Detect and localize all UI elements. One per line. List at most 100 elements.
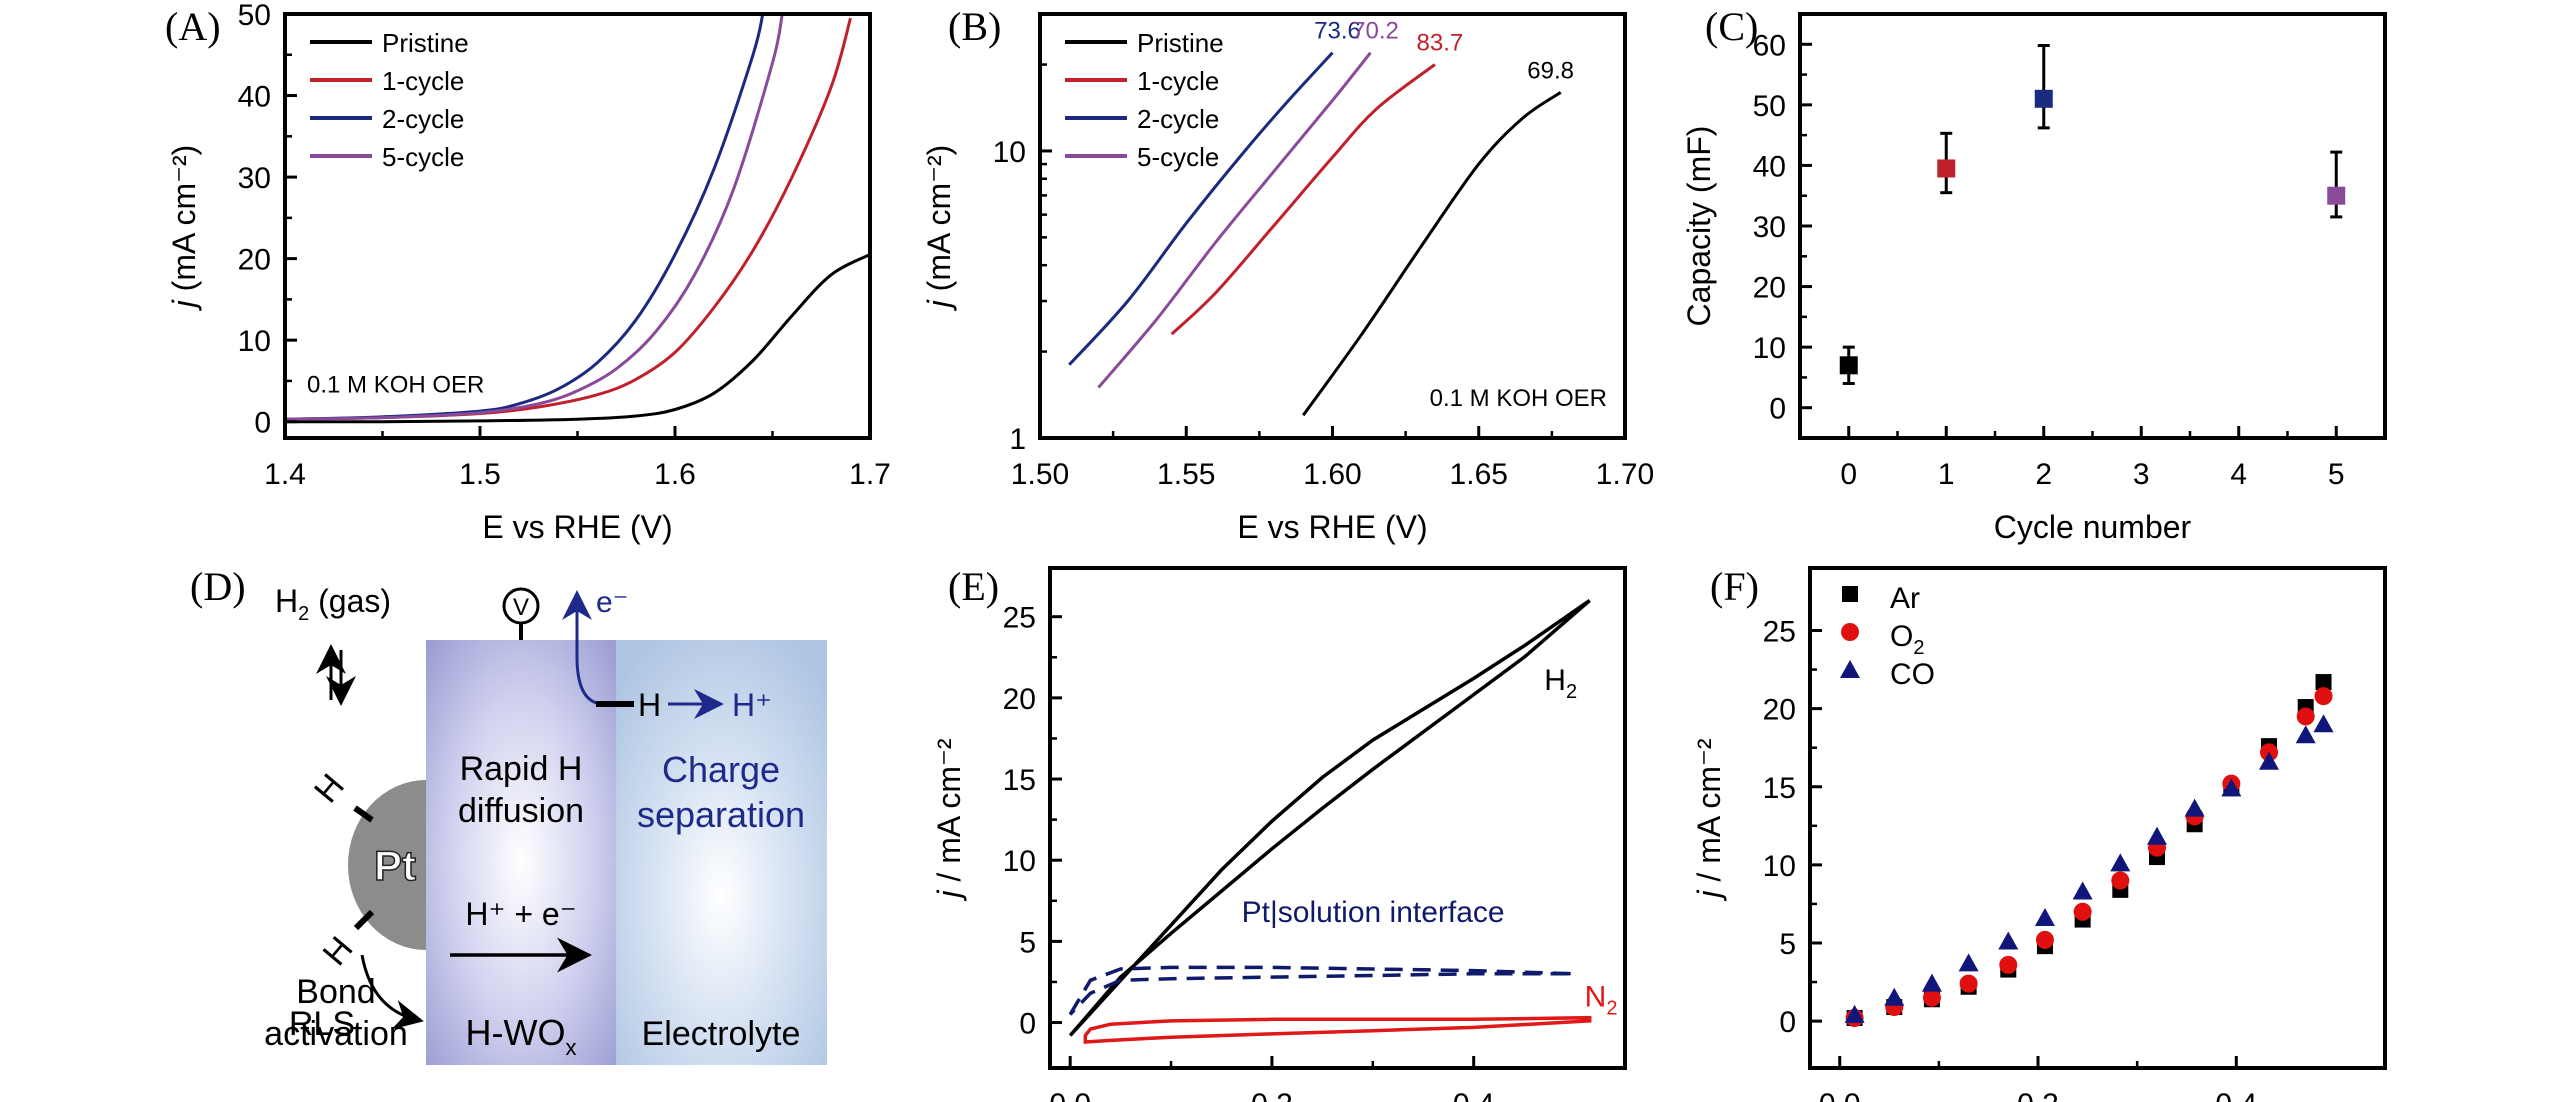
y-tick-label: 10 bbox=[1753, 332, 1786, 365]
rls-arrow bbox=[360, 954, 424, 1030]
x-axis-label: Cycle number bbox=[1994, 509, 2192, 545]
x-tick-label: 1.65 bbox=[1450, 458, 1508, 491]
wox-block bbox=[426, 640, 616, 1065]
x-tick-label: 0 bbox=[1840, 458, 1857, 491]
series-line-5-cycle bbox=[285, 14, 784, 421]
x-tick-label: 1.55 bbox=[1157, 458, 1215, 491]
y-tick-label: 5 bbox=[1779, 928, 1796, 961]
curve-annotation: H2 bbox=[1544, 664, 1577, 703]
tafel-slope-label: 69.8 bbox=[1527, 57, 1574, 84]
x-tick-label: 0.0 bbox=[1819, 1088, 1861, 1102]
curve-annotation: N2 bbox=[1585, 980, 1618, 1019]
electron-label: e⁻ bbox=[596, 586, 629, 619]
x-axis-label: E vs RHE (V) bbox=[1237, 509, 1427, 545]
legend-label: 5-cycle bbox=[382, 142, 464, 172]
panel-label-a: (A) bbox=[165, 4, 221, 49]
tafel-slope-label: 73.6 bbox=[1314, 18, 1361, 45]
curve-annotation: Pt|solution interface bbox=[1242, 896, 1505, 929]
legend-label: Pristine bbox=[382, 28, 469, 58]
y-tick-label: 25 bbox=[1763, 616, 1796, 649]
y-tick-label: 0 bbox=[1019, 1008, 1036, 1041]
surface-h-label: H bbox=[638, 687, 661, 723]
pt-h-bond-top bbox=[353, 805, 374, 823]
x-axis-label: E vs RHE (V) bbox=[482, 509, 672, 545]
legend-marker bbox=[1841, 623, 1859, 641]
y-axis-label-symbol: j bbox=[1691, 882, 1727, 902]
legend-label: CO bbox=[1890, 658, 1935, 691]
series-line-2-cycle bbox=[1068, 51, 1334, 366]
plot-area bbox=[1068, 51, 1562, 417]
series-line-pristine bbox=[1302, 91, 1562, 417]
x-tick-label: 0.4 bbox=[2215, 1088, 2257, 1102]
y-axis-label-unit: (mA cm⁻²) bbox=[166, 145, 202, 292]
data-point-co bbox=[2221, 778, 2242, 797]
y-tick-label: 30 bbox=[238, 162, 271, 195]
y-tick-label: 50 bbox=[238, 0, 271, 32]
y-axis-label-symbol: j bbox=[166, 291, 202, 311]
series-line-2-cycle bbox=[285, 14, 765, 421]
legend-marker bbox=[1842, 586, 1858, 602]
data-point-co bbox=[2146, 826, 2167, 845]
data-point-o bbox=[1922, 988, 1941, 1007]
y-tick-label: 50 bbox=[1753, 90, 1786, 123]
transfer-label: H⁺ + e⁻ bbox=[465, 896, 576, 932]
pt-particle bbox=[348, 780, 426, 950]
pt-label: Pt bbox=[374, 842, 416, 889]
legend-label: Ar bbox=[1890, 582, 1920, 615]
data-point bbox=[2034, 89, 2053, 108]
pt-h-bond-bottom bbox=[353, 909, 375, 931]
data-point-co bbox=[2034, 908, 2055, 926]
plot-frame bbox=[1798, 12, 2387, 440]
data-point-co bbox=[2110, 853, 2131, 872]
y-axis-label: j (mA cm⁻²) bbox=[166, 145, 202, 312]
data-point-co bbox=[1884, 987, 1905, 1006]
electrolyte-name: Electrolyte bbox=[642, 1015, 801, 1053]
x-tick-label: 1.4 bbox=[264, 458, 306, 491]
panel-e-chart: H2 Pt|solution interface N2 0.0 0.2 0.4 0 5 10 15… bbox=[931, 566, 1627, 1102]
y-tick-label: 10 bbox=[993, 136, 1026, 169]
y-tick-label: 5 bbox=[1019, 926, 1036, 959]
y-tick-label: 25 bbox=[1003, 602, 1036, 635]
plot-frame bbox=[1808, 566, 2387, 1070]
legend-label: 1-cycle bbox=[382, 66, 464, 96]
x-tick-label: 0.2 bbox=[2017, 1088, 2059, 1102]
y-tick-label: 40 bbox=[1753, 150, 1786, 183]
tafel-slope-label: 70.2 bbox=[1352, 18, 1399, 45]
y-tick-label: 60 bbox=[1753, 29, 1786, 62]
y-axis-label-symbol: j bbox=[921, 291, 957, 311]
y-tick-label: 30 bbox=[1753, 211, 1786, 244]
x-tick-label: 0.2 bbox=[1251, 1088, 1293, 1102]
data-point-co bbox=[2259, 751, 2280, 770]
legend-label: O2 bbox=[1890, 620, 1924, 659]
data-point-o bbox=[2314, 687, 2333, 706]
y-tick-label: 40 bbox=[238, 81, 271, 114]
y-tick-label: 10 bbox=[238, 325, 271, 358]
data-point-co bbox=[1921, 973, 1942, 992]
series-loop-h2 bbox=[1068, 599, 1591, 1037]
y-tick-label: 20 bbox=[1003, 683, 1036, 716]
x-tick-label: 1.70 bbox=[1596, 458, 1654, 491]
charge-separation-text: Charge separation bbox=[637, 749, 805, 835]
panel-label-d: (D) bbox=[190, 564, 246, 609]
plot-frame bbox=[1048, 566, 1627, 1070]
y-tick-label: 10 bbox=[1763, 850, 1796, 883]
x-tick-label: 1.7 bbox=[849, 458, 891, 491]
h-atom-top: H bbox=[307, 767, 352, 810]
series-line-pristine bbox=[285, 253, 870, 424]
data-point-co bbox=[2313, 714, 2334, 733]
y-tick-label: 20 bbox=[1753, 272, 1786, 305]
bond-activation-text: Bond activation bbox=[264, 973, 408, 1053]
data-point-o bbox=[2111, 871, 2130, 890]
x-tick-label: 0.0 bbox=[1049, 1088, 1091, 1102]
y-axis-label: Capacity (mF) bbox=[1681, 126, 1717, 327]
data-point-o bbox=[2035, 930, 2054, 949]
series-line-1-cycle bbox=[1170, 63, 1436, 336]
data-point bbox=[2327, 186, 2346, 205]
panel-label-b: (B) bbox=[948, 4, 1001, 49]
y-tick-label: 0 bbox=[1779, 1006, 1796, 1039]
panel-label-c: (C) bbox=[1705, 4, 1758, 49]
y-tick-label: 20 bbox=[1763, 694, 1796, 727]
